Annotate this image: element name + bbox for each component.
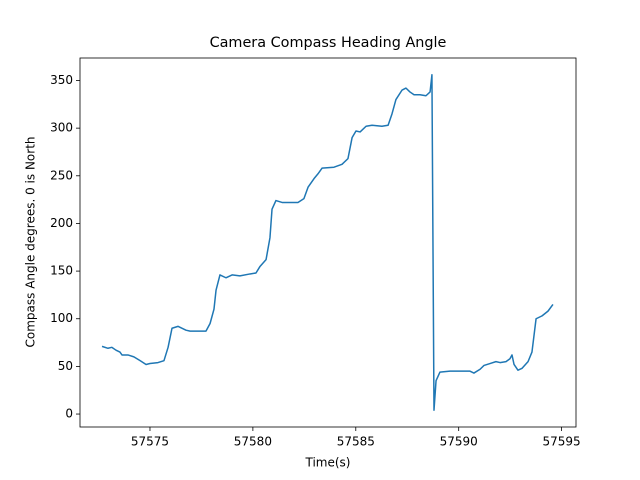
axes-frame	[79, 57, 577, 428]
y-axis-label: Compass Angle degrees. 0 is North	[24, 136, 38, 347]
y-tick-label: 50	[58, 359, 73, 373]
x-tick-label: 57595	[542, 435, 580, 449]
y-tick-label: 200	[50, 216, 73, 230]
y-tick-label: 100	[50, 311, 73, 325]
x-axis-label: Time(s)	[305, 456, 351, 470]
data-line	[101, 74, 554, 411]
x-tick-label: 57580	[234, 435, 272, 449]
y-tick-label: 350	[50, 73, 73, 87]
y-tick-label: 300	[50, 121, 73, 135]
y-tick-label: 250	[50, 168, 73, 182]
x-tick-label: 57575	[131, 435, 169, 449]
x-tick-label: 57585	[337, 435, 375, 449]
x-tick-label: 57590	[440, 435, 478, 449]
chart-title: Camera Compass Heading Angle	[210, 35, 447, 51]
y-tick-label: 0	[65, 407, 73, 421]
y-tick-label: 150	[50, 264, 73, 278]
